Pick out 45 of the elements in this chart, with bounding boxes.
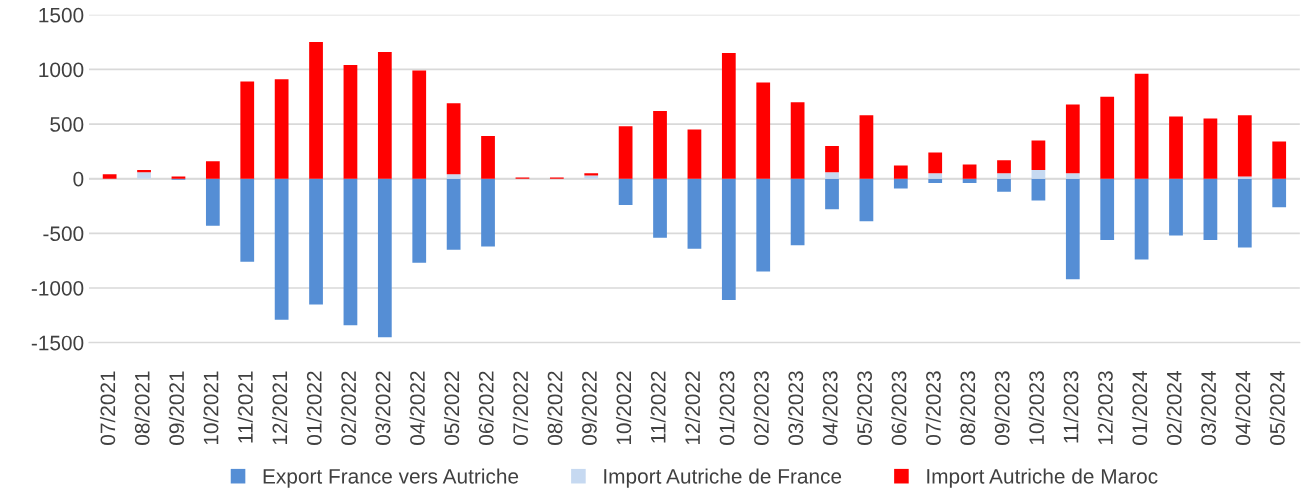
x-tick-label: 07/2021 [99, 371, 116, 445]
y-tick-label: 0 [73, 171, 84, 187]
x-tick-label: 02/2022 [340, 371, 357, 445]
x-tick-label: 01/2024 [1131, 371, 1148, 445]
y-tick-label: -1500 [31, 335, 84, 351]
x-tick-label: 02/2024 [1166, 371, 1182, 445]
x-tick-label: 01/2022 [306, 371, 322, 445]
y-tick-label: -500 [43, 226, 84, 242]
x-tick-label: 07/2023 [925, 371, 941, 445]
x-tick-label: 05/2023 [856, 371, 873, 445]
x-tick-label: 08/2021 [134, 371, 150, 445]
x-tick-label: 01/2023 [719, 371, 735, 445]
x-tick-label: 04/2024 [1235, 371, 1251, 445]
x-tick-label: 03/2022 [375, 371, 391, 445]
y-tick-label: -1000 [31, 281, 84, 296]
x-tick-label: 03/2023 [787, 371, 804, 445]
x-tick-label: 08/2023 [959, 371, 976, 445]
x-tick-label: 12/2021 [271, 371, 288, 445]
x-tick-label: 12/2023 [1097, 371, 1113, 445]
x-tick-label: 04/2022 [409, 371, 425, 445]
x-tick-label: 04/2023 [822, 371, 838, 445]
y-tick-label: 500 [50, 117, 84, 132]
x-tick-label: 09/2021 [168, 371, 185, 445]
x-tick-label: 11/2023 [1063, 371, 1079, 443]
legend-label: Import Autriche de France [604, 468, 842, 488]
y-tick-label: 1000 [39, 62, 84, 78]
x-tick-label: 08/2022 [547, 371, 563, 445]
x-tick-label: 02/2023 [753, 371, 769, 445]
legend-label: Import Autriche de Maroc [927, 468, 1158, 488]
x-tick-label: 06/2022 [478, 371, 494, 445]
x-tick-label: 12/2022 [684, 371, 701, 445]
x-tick-label: 11/2021 [237, 371, 253, 443]
x-tick-label: 10/2022 [615, 371, 632, 445]
x-tick-label: 07/2022 [512, 371, 529, 445]
x-tick-label: 09/2023 [994, 371, 1010, 445]
x-tick-label: 06/2023 [891, 371, 907, 445]
x-tick-label: 09/2022 [581, 371, 597, 445]
x-tick-label: 11/2022 [650, 371, 666, 443]
y-tick-label: 1500 [39, 7, 84, 23]
x-tick-label: 03/2024 [1200, 371, 1216, 445]
legend-label: Export France vers Autriche [263, 468, 519, 488]
x-tick-label: 05/2022 [443, 371, 460, 445]
x-tick-label: 10/2023 [1028, 371, 1044, 445]
x-tick-label: 10/2021 [203, 371, 219, 445]
x-tick-label: 05/2024 [1269, 371, 1285, 445]
